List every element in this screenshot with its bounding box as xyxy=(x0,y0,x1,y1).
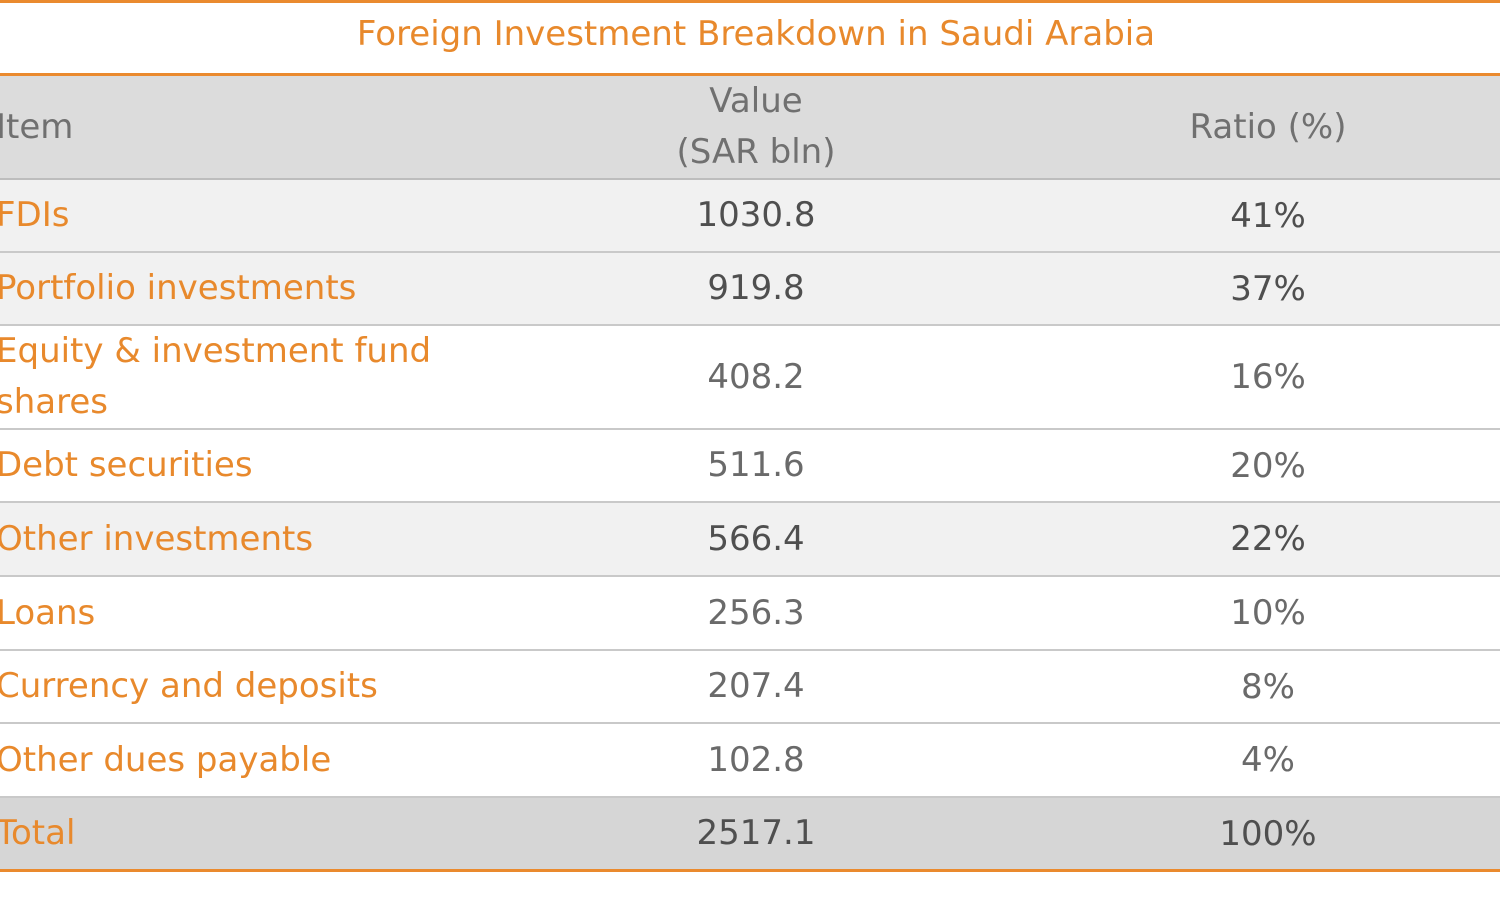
row-value-cell-text: 207.4 xyxy=(707,666,805,706)
row-ratio-cell: 10% xyxy=(1090,577,1446,649)
row-item-line: Debt securities xyxy=(0,445,253,485)
row-item-line: Other dues payable xyxy=(0,739,332,780)
row-value-cell-text: 919.8 xyxy=(707,268,805,308)
row-item-cell: Other dues payable xyxy=(0,724,516,796)
row-value-cell: 256.3 xyxy=(556,577,956,649)
row-item-line: Currency and deposits xyxy=(0,666,378,706)
row-ratio-cell: 8% xyxy=(1090,651,1446,722)
row-ratio-cell: 20% xyxy=(1090,430,1446,501)
row-item-line: Other investments xyxy=(0,518,314,559)
header-ratio-text: Ratio (%) xyxy=(1190,107,1347,147)
row-value-cell-text: 102.8 xyxy=(707,739,805,780)
row-ratio-cell: 37% xyxy=(1090,253,1446,324)
row-item-cell-text: Debt securities xyxy=(0,440,253,491)
row-item-cell-text: Other investments xyxy=(0,514,313,565)
table-row: Portfolio investments 919.8 37% xyxy=(0,253,1500,326)
row-value-cell: 408.2 xyxy=(556,326,956,428)
table-header-row: Item Value (SAR bln) Ratio (%) xyxy=(0,76,1500,180)
row-item-line: shares xyxy=(0,382,108,422)
row-item-cell-text: Equity & investment fund shares xyxy=(0,326,431,428)
table-row: Debt securities 511.6 20% xyxy=(0,430,1500,503)
header-item-line: Item xyxy=(0,106,74,147)
row-item-cell: Portfolio investments xyxy=(0,253,516,324)
row-value-cell: 102.8 xyxy=(556,724,956,796)
table-row: Other dues payable 102.8 4% xyxy=(0,724,1500,798)
table-row: FDIs 1030.8 41% xyxy=(0,180,1500,253)
row-item-line: Loans xyxy=(0,592,96,633)
row-value-cell: 511.6 xyxy=(556,430,956,501)
row-item-cell: FDIs xyxy=(0,180,516,251)
row-ratio-cell-text: 4% xyxy=(1241,740,1295,780)
row-value-cell-text: 1030.8 xyxy=(696,195,816,235)
row-ratio-cell-text: 10% xyxy=(1230,593,1306,633)
table-total-row: Total 2517.1 100% xyxy=(0,798,1500,869)
row-item-cell: Loans xyxy=(0,577,516,649)
row-ratio-cell: 41% xyxy=(1090,180,1446,251)
header-value-text: Value (SAR bln) xyxy=(676,76,835,178)
row-ratio-cell-text: 8% xyxy=(1241,666,1295,707)
header-item: Item xyxy=(0,76,516,178)
row-ratio-cell-text: 37% xyxy=(1230,268,1306,309)
row-value-cell-text: 256.3 xyxy=(707,592,805,633)
title-rule xyxy=(0,73,1500,76)
row-ratio-cell: 100% xyxy=(1090,798,1446,869)
row-ratio-cell: 4% xyxy=(1090,724,1446,796)
row-ratio-cell-text: 16% xyxy=(1230,357,1306,397)
row-ratio-cell-text: 20% xyxy=(1230,445,1306,486)
header-value: Value (SAR bln) xyxy=(556,76,956,178)
table-row: Other investments 566.4 22% xyxy=(0,503,1500,577)
row-ratio-cell: 16% xyxy=(1090,326,1446,428)
top-rule xyxy=(0,0,1500,3)
row-value-cell-text: 2517.1 xyxy=(696,813,816,853)
row-item-cell: Total xyxy=(0,798,516,869)
row-value-cell: 2517.1 xyxy=(556,798,956,869)
row-item-line: FDIs xyxy=(0,195,70,235)
row-value-cell: 1030.8 xyxy=(556,180,956,251)
header-item-text: Item xyxy=(0,102,73,153)
row-ratio-cell-text: 22% xyxy=(1230,519,1306,559)
row-item-line: Portfolio investments xyxy=(0,268,357,308)
header-value-line: Value xyxy=(709,81,803,121)
row-value-cell-text: 511.6 xyxy=(707,445,805,485)
row-item-cell-text: Loans xyxy=(0,588,95,639)
row-item-line: Total xyxy=(0,813,76,853)
table-row: Currency and deposits 207.4 8% xyxy=(0,651,1500,724)
table-row: Equity & investment fund shares 408.2 16% xyxy=(0,326,1500,430)
row-ratio-cell: 22% xyxy=(1090,503,1446,575)
header-ratio-line: Ratio (%) xyxy=(1189,107,1347,147)
header-ratio: Ratio (%) xyxy=(1090,76,1446,178)
row-item-cell: Debt securities xyxy=(0,430,516,501)
header-value-line: (SAR bln) xyxy=(676,132,836,172)
row-item-cell: Equity & investment fund shares xyxy=(0,326,516,428)
row-ratio-cell-text: 41% xyxy=(1230,195,1306,236)
row-value-cell: 566.4 xyxy=(556,503,956,575)
row-ratio-cell-text: 100% xyxy=(1219,813,1317,854)
row-item-cell-text: Total xyxy=(0,808,75,859)
row-item-cell: Currency and deposits xyxy=(0,651,516,722)
table-title: Foreign Investment Breakdown in Saudi Ar… xyxy=(356,14,1156,54)
row-value-cell: 207.4 xyxy=(556,651,956,722)
row-item-cell-text: FDIs xyxy=(0,190,69,241)
bottom-rule xyxy=(0,869,1500,872)
row-item-cell: Other investments xyxy=(0,503,516,575)
row-value-cell-text: 566.4 xyxy=(707,518,805,559)
row-item-cell-text: Other dues payable xyxy=(0,735,331,786)
table-row: Loans 256.3 10% xyxy=(0,577,1500,651)
row-item-cell-text: Currency and deposits xyxy=(0,661,378,712)
row-value-cell-text: 408.2 xyxy=(707,356,805,397)
row-value-cell: 919.8 xyxy=(556,253,956,324)
row-item-cell-text: Portfolio investments xyxy=(0,263,356,314)
row-item-line: Equity & investment fund xyxy=(0,331,432,371)
